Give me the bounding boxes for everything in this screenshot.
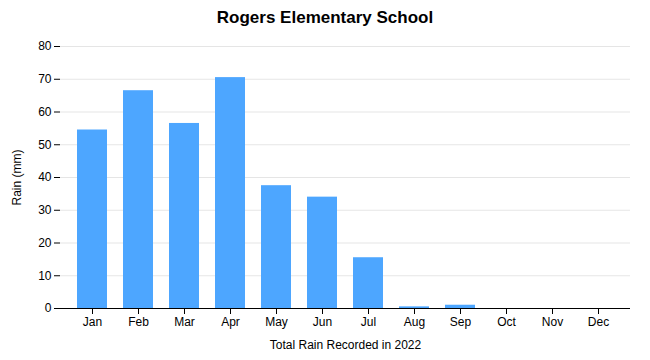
svg-text:20: 20 <box>38 236 52 250</box>
svg-text:10: 10 <box>38 269 52 283</box>
svg-text:May: May <box>265 315 288 329</box>
svg-text:Aug: Aug <box>404 315 425 329</box>
svg-text:Jun: Jun <box>313 315 332 329</box>
svg-text:70: 70 <box>38 72 52 86</box>
svg-text:80: 80 <box>38 39 52 53</box>
svg-text:0: 0 <box>45 301 52 315</box>
svg-text:Jul: Jul <box>361 315 376 329</box>
svg-text:40: 40 <box>38 170 52 184</box>
html-text:Rogers Elementary School: Rogers Elementary School <box>216 8 434 27</box>
svg-text:Sep: Sep <box>450 315 472 329</box>
svg-text:Total Rain Recorded in 2022: Total Rain Recorded in 2022 <box>270 338 422 352</box>
svg-text:Dec: Dec <box>588 315 609 329</box>
svg-text:Feb: Feb <box>128 315 149 329</box>
svg-text:50: 50 <box>38 138 52 152</box>
svg-text:Jan: Jan <box>83 315 102 329</box>
svg-text:Rain (mm): Rain (mm) <box>10 149 24 205</box>
svg-text:Mar: Mar <box>174 315 195 329</box>
svg-text:30: 30 <box>38 203 52 217</box>
svg-text:Apr: Apr <box>221 315 240 329</box>
svg-text:60: 60 <box>38 105 52 119</box>
svg-text:Nov: Nov <box>542 315 563 329</box>
svg-text:Oct: Oct <box>497 315 516 329</box>
